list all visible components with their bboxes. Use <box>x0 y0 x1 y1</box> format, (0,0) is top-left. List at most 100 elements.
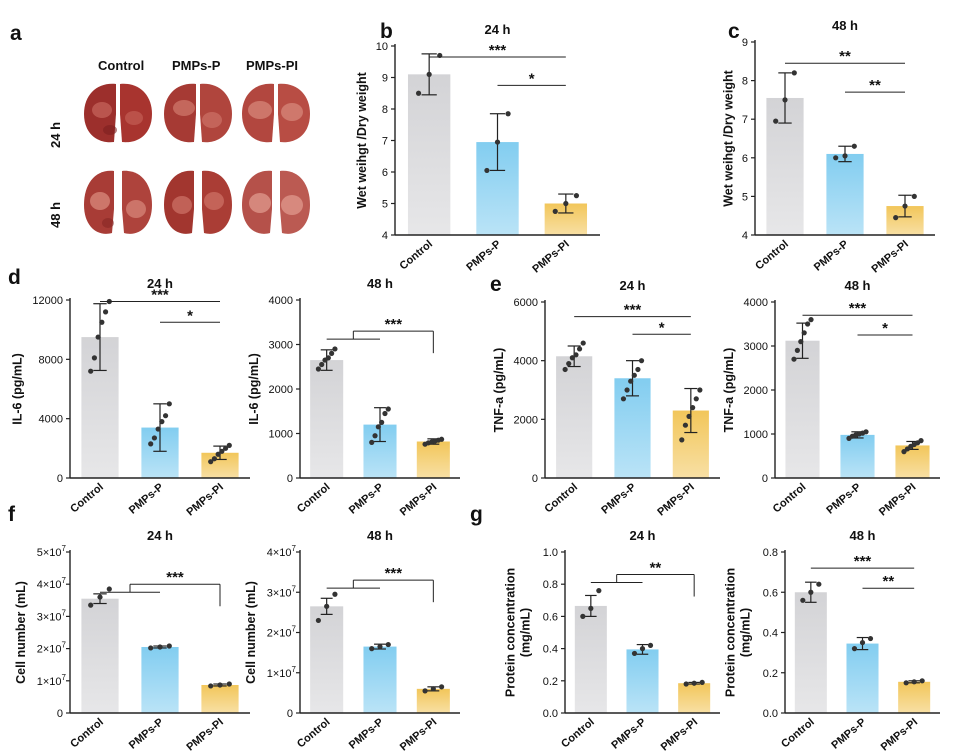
x-tick-label: PMPs-P <box>127 716 166 752</box>
lung-photo-control-48h <box>84 170 152 234</box>
data-point <box>867 635 874 642</box>
y-tick-label: 5×107 <box>37 544 67 559</box>
data-point <box>562 366 568 373</box>
lung-photo-pmps-p-48h <box>164 170 232 234</box>
data-point <box>102 309 109 315</box>
data-point <box>588 605 594 611</box>
bar-pmps-p <box>840 434 875 478</box>
y-tick-label: 0.4 <box>763 628 778 640</box>
data-point <box>699 679 705 686</box>
y-tick-label: 0.0 <box>763 708 778 720</box>
bar-pmps-pi <box>416 688 450 713</box>
y-tick-label: 0.4 <box>543 644 558 656</box>
x-tick-label: PMPs-P <box>347 716 386 752</box>
y-tick-label: 7 <box>742 114 748 126</box>
data-point <box>430 686 436 692</box>
data-point <box>576 346 583 352</box>
y-tick-label: 4×107 <box>267 544 297 559</box>
data-point <box>647 642 654 648</box>
data-point <box>415 90 422 96</box>
data-point <box>569 355 575 361</box>
y-axis-label: IL-6 (pg/mL) <box>11 353 25 425</box>
panel-label-c: c <box>728 20 740 43</box>
y-tick-label: 6 <box>382 167 388 179</box>
data-point <box>691 680 697 686</box>
y-tick-label: 9 <box>382 73 388 85</box>
lung-column-header-pmps-pi: PMPs-PI <box>246 58 299 73</box>
x-tick-label: Control <box>397 238 435 272</box>
data-point <box>911 679 917 685</box>
data-point <box>697 387 703 393</box>
data-point <box>893 215 899 221</box>
data-point <box>842 153 848 159</box>
data-point <box>805 321 811 327</box>
x-tick-label: PMPs-PI <box>184 716 225 752</box>
chart-g2: 48 h 0.0 0.2 0.4 0.6 0.8 Control PMPs-P PMPs-PI P… <box>724 528 940 752</box>
data-point <box>552 208 558 214</box>
data-point <box>379 419 385 425</box>
data-point <box>773 118 779 124</box>
bar-pmps-p <box>626 649 659 713</box>
data-point <box>679 437 685 443</box>
y-tick-label: 4000 <box>269 295 293 307</box>
x-tick-label: PMPs-PI <box>869 238 910 275</box>
data-point <box>99 319 105 325</box>
data-point <box>801 330 807 336</box>
chart-b: b 24 h 4 5 6 7 8 9 10 Control PMPs-P PMPs-PI Wet wei… <box>355 20 600 276</box>
lung-photo-pmps-pi-48h <box>242 170 310 234</box>
data-point <box>226 442 232 448</box>
chart-title: 48 h <box>367 528 393 543</box>
data-point <box>372 433 378 439</box>
data-point <box>166 401 172 407</box>
data-point <box>859 639 866 646</box>
data-point <box>690 405 696 411</box>
bar-control <box>574 605 607 713</box>
chart-title: 24 h <box>147 276 173 291</box>
chart-title: 48 h <box>844 278 870 293</box>
data-point <box>385 406 391 412</box>
y-tick-label: 8 <box>382 104 388 116</box>
data-point <box>439 436 445 442</box>
chart-title: 24 h <box>629 528 655 543</box>
data-point <box>166 643 172 649</box>
y-tick-label: 1.0 <box>543 547 558 559</box>
chart-d1: d 24 h 0 4000 8000 12000 Control PMPs-P PMPs-PI I… <box>8 266 250 519</box>
bar-pmps-pi <box>678 683 711 713</box>
y-tick-label: 4000 <box>39 414 63 426</box>
y-tick-label: 0 <box>287 473 293 485</box>
data-point <box>851 143 857 149</box>
x-tick-label: Control <box>68 481 106 515</box>
y-axis-label: TNF-a (pg/mL) <box>492 348 506 433</box>
x-tick-label: PMPs-P <box>347 481 386 517</box>
data-point <box>148 645 154 651</box>
data-point <box>911 193 917 199</box>
x-tick-label: PMPs-PI <box>184 481 225 518</box>
y-tick-label: 1×107 <box>267 665 297 680</box>
data-point <box>596 588 602 594</box>
bar-pmps-pi <box>416 441 450 478</box>
data-point <box>151 435 158 441</box>
chart-d2: 48 h 0 1000 2000 3000 4000 Control PMPs-P PMPs-P… <box>247 276 460 519</box>
data-point <box>215 451 221 457</box>
y-axis-label: IL-6 (pg/mL) <box>247 353 261 425</box>
panel-label-d: d <box>8 266 21 289</box>
data-point <box>484 167 490 174</box>
data-point <box>794 347 800 353</box>
data-point <box>791 356 797 362</box>
sig-stars: ** <box>650 560 662 577</box>
data-point <box>580 613 586 620</box>
sig-stars: * <box>187 307 193 324</box>
data-point <box>686 413 692 419</box>
data-point <box>693 396 699 402</box>
data-point <box>628 378 634 384</box>
bar-pmps-p <box>846 643 879 713</box>
y-tick-label: 6 <box>742 153 748 165</box>
x-tick-label: PMPs-PI <box>879 716 920 752</box>
y-tick-label: 0 <box>57 708 63 720</box>
data-point <box>319 361 325 368</box>
panel-label-a: a <box>10 22 22 45</box>
y-tick-label: 0 <box>532 473 538 485</box>
sig-stars: *** <box>151 286 169 303</box>
data-point <box>426 71 432 77</box>
data-point <box>919 678 925 684</box>
